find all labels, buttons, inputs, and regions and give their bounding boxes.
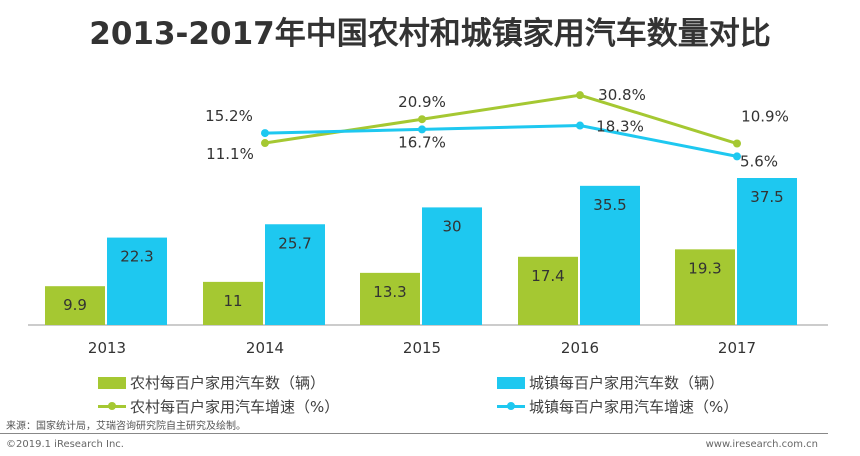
legend-urban-growth: 城镇每百户家用汽车增速（%） [497,396,738,417]
legend-label: 农村每百户家用汽车增速（%） [130,398,340,416]
point-rural-growth [261,139,269,148]
bar-label-urban: 37.5 [750,188,783,206]
x-tick-label: 2015 [403,339,441,357]
bar-urban [580,185,640,325]
point-rural-growth [576,91,584,100]
bar-label-urban: 22.3 [120,248,153,266]
website-link[interactable]: www.iresearch.com.cn [705,439,818,450]
bar-label-rural: 17.4 [531,267,564,285]
legend-rural-count: 农村每百户家用汽车数（辆） [98,372,325,393]
bar-rural [518,256,578,325]
chart-title: 2013-2017年中国农村和城镇家用汽车数量对比 [89,16,771,52]
label-urban-growth: 18.3% [596,118,644,136]
point-urban-growth [261,129,269,138]
legend-label: 农村每百户家用汽车数（辆） [130,374,326,392]
legend-label: 城镇每百户家用汽车数（辆） [529,374,725,392]
bar-label-rural: 13.3 [373,283,406,301]
bar-label-rural: 19.3 [688,259,721,277]
x-tick-label: 2017 [718,339,756,357]
bar-rural [360,272,420,325]
line-rural-growth [264,93,738,145]
bar-label-urban: 35.5 [593,196,626,214]
bar-label-rural: 11 [223,292,242,310]
legend-swatch [98,376,126,389]
legend-urban-count: 城镇每百户家用汽车数（辆） [497,372,724,393]
line-urban-growth [264,124,738,158]
bar-urban [107,237,167,325]
point-rural-growth [733,139,741,148]
bar-rural [675,249,735,325]
divider [0,433,828,434]
legend-label: 城镇每百户家用汽车增速（%） [529,398,739,416]
legend-swatch [497,376,525,389]
label-urban-growth: 15.2% [205,107,253,125]
point-urban-growth [576,121,584,130]
label-urban-growth: 5.6% [740,152,778,170]
x-tick-label: 2014 [246,339,284,357]
point-urban-growth [733,152,741,161]
x-tick-label: 2013 [88,339,126,357]
point-urban-growth [418,125,426,134]
bar-urban [737,178,797,325]
source-note: 来源：国家统计局，艾瑞咨询研究院自主研究及绘制。 [6,421,246,432]
label-rural-growth: 10.9% [741,108,789,126]
point-rural-growth [418,115,426,124]
bar-label-urban: 30 [442,217,461,235]
label-rural-growth: 20.9% [398,93,446,111]
bar-rural [203,281,263,325]
label-rural-growth: 30.8% [598,86,646,104]
legend-rural-growth: 农村每百户家用汽车增速（%） [98,396,339,417]
legend-line-marker [497,402,525,410]
bar-urban [265,224,325,325]
copyright: ©2019.1 iResearch Inc. [6,439,124,450]
bar-urban [422,207,482,325]
label-rural-growth: 11.1% [206,145,254,163]
bar-rural [45,286,105,325]
label-urban-growth: 16.7% [398,133,446,151]
bar-label-rural: 9.9 [63,296,87,314]
x-tick-label: 2016 [561,339,599,357]
legend-line-marker [98,402,126,410]
bar-label-urban: 25.7 [278,234,311,252]
